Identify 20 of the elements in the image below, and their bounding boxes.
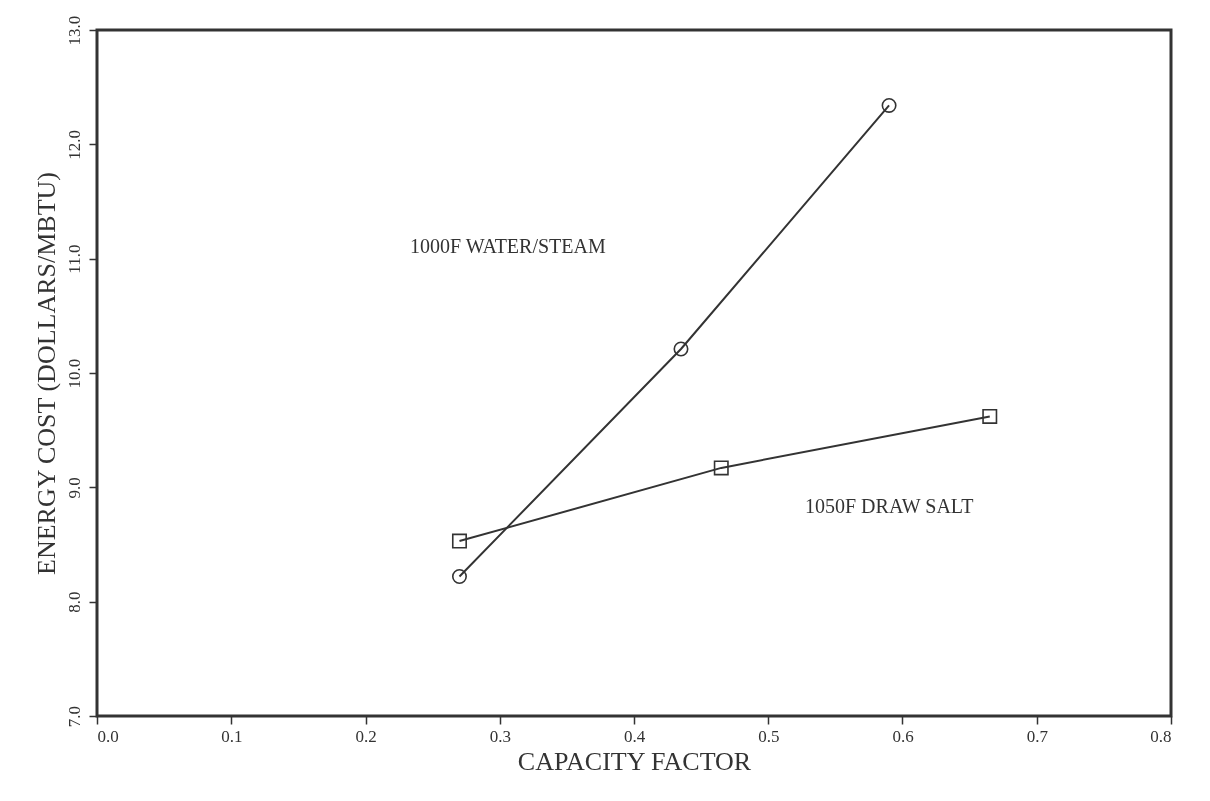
x-axis-title: CAPACITY FACTOR xyxy=(517,746,752,776)
x-tick-label: 0.4 xyxy=(623,726,646,746)
x-tick-label: 0.1 xyxy=(221,726,243,746)
x-tick-label: 0.6 xyxy=(892,726,914,746)
x-tick-label: 0.7 xyxy=(1026,726,1049,746)
annotation: 1050F DRAW SALT xyxy=(805,495,974,517)
y-tick-label: 8.0 xyxy=(64,591,84,613)
y-tick-label: 11.0 xyxy=(64,244,84,274)
x-tick-label: 0.0 xyxy=(97,726,119,746)
x-tick-label: 0.8 xyxy=(1150,726,1172,746)
x-tick-label: 0.3 xyxy=(489,726,511,746)
y-tick-label: 13.0 xyxy=(64,15,84,46)
x-tick-label: 0.5 xyxy=(758,726,780,746)
y-tick-label: 7.0 xyxy=(64,705,84,728)
y-tick-label: 12.0 xyxy=(64,129,84,160)
y-axis-title: ENERGY COST (DOLLARS/MBTU) xyxy=(31,171,61,576)
annotation: 1000F WATER/STEAM xyxy=(410,235,606,257)
y-tick-label: 9.0 xyxy=(64,477,84,499)
x-tick-label: 0.2 xyxy=(355,726,377,746)
y-tick-label: 10.0 xyxy=(64,358,84,389)
